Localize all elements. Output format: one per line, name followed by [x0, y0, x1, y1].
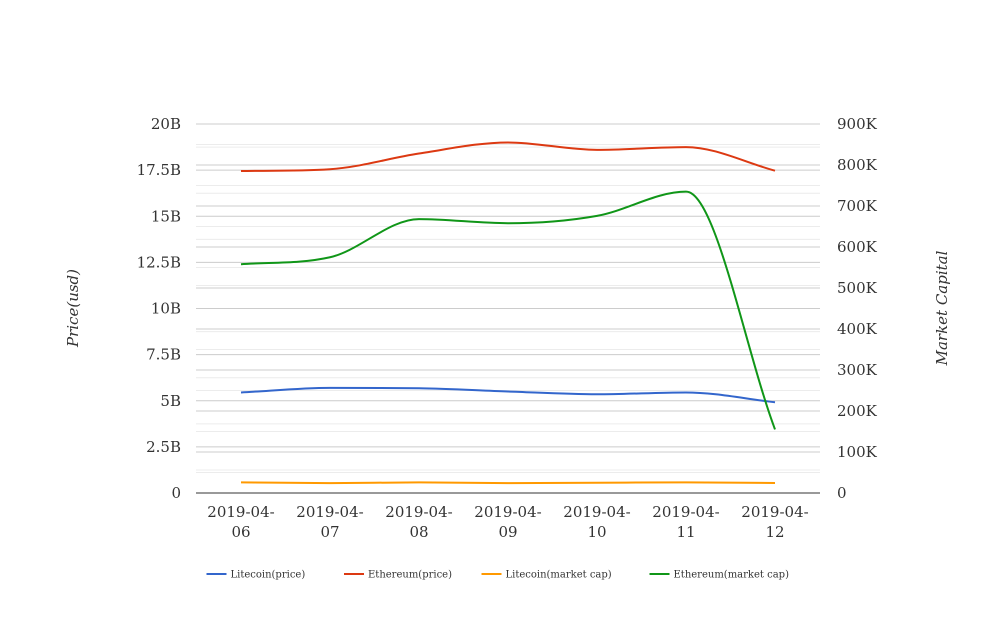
right-tick-label: 800K — [837, 156, 878, 174]
right-tick-label: 500K — [837, 279, 878, 297]
x-tick-label: 2019-04- 10 — [563, 503, 630, 541]
x-tick-label-line: 06 — [231, 523, 250, 541]
axis-layer: 0 2.5B 5B 7.5B 10B 12.5B 15B 17.5B 20B 0 100K 200K 3… — [64, 115, 951, 541]
legend-label: Ethereum(market cap) — [674, 570, 790, 581]
x-tick-label: 2019-04- 11 — [652, 503, 719, 541]
legend-label: Litecoin(market cap) — [506, 570, 612, 581]
x-tick-label-line: 2019-04- — [652, 503, 719, 521]
x-tick-label-line: 2019-04- — [563, 503, 630, 521]
right-tick-label: 600K — [837, 238, 878, 256]
x-tick-label: 2019-04- 12 — [741, 503, 808, 541]
x-tick-label-line: 2019-04- — [741, 503, 808, 521]
right-tick-label: 0 — [837, 484, 847, 502]
left-tick-label: 10B — [151, 300, 181, 318]
left-tick-label: 20B — [151, 115, 181, 133]
legend-label: Ethereum(price) — [368, 570, 452, 581]
x-tick-label-line: 08 — [409, 523, 428, 541]
grid-layer — [196, 123, 820, 473]
left-tick-label: 0 — [171, 484, 181, 502]
right-tick-label: 200K — [837, 402, 878, 420]
series-line-litecoin-price — [240, 386, 776, 404]
x-tick-label-line: 2019-04- — [385, 503, 452, 521]
series-line-litecoin-market-cap — [240, 481, 776, 485]
x-tick-label-line: 10 — [587, 523, 606, 541]
series-line-ethereum-market-cap — [240, 190, 776, 430]
right-tick-label: 400K — [837, 320, 878, 338]
legend-label: Litecoin(price) — [231, 570, 306, 581]
right-tick-label: 900K — [837, 115, 878, 133]
legend-item-ethereum-price[interactable]: Ethereum(price) — [344, 570, 452, 581]
right-tick-label: 300K — [837, 361, 878, 379]
x-tick-label-line: 2019-04- — [207, 503, 274, 521]
left-tick-label: 17.5B — [137, 161, 181, 179]
left-tick-label: 15B — [151, 207, 181, 225]
left-tick-label: 2.5B — [146, 438, 181, 456]
legend-item-litecoin-price[interactable]: Litecoin(price) — [206, 570, 306, 581]
x-tick-label-line: 07 — [320, 523, 339, 541]
x-tick-label: 2019-04- 08 — [385, 503, 452, 541]
x-tick-label: 2019-04- 07 — [296, 503, 363, 541]
legend-item-litecoin-market-cap[interactable]: Litecoin(market cap) — [481, 570, 612, 581]
left-tick-label: 12.5B — [137, 253, 181, 271]
x-tick-label: 2019-04- 09 — [474, 503, 541, 541]
right-axis-title: Market Capital — [933, 250, 951, 366]
x-tick-label-line: 2019-04- — [296, 503, 363, 521]
left-tick-label: 5B — [160, 392, 181, 410]
x-tick-label-line: 11 — [676, 523, 695, 541]
series-layer — [240, 141, 776, 485]
right-tick-label: 100K — [837, 443, 878, 461]
x-tick-label: 2019-04- 06 — [207, 503, 274, 541]
left-axis-title: Price(usd) — [64, 269, 82, 348]
legend: Litecoin(price) Ethereum(price) Litecoin(m… — [206, 570, 790, 581]
left-tick-label: 7.5B — [146, 346, 181, 364]
x-tick-label-line: 09 — [498, 523, 517, 541]
right-tick-label: 700K — [837, 197, 878, 215]
legend-item-ethereum-market-cap[interactable]: Ethereum(market cap) — [649, 570, 790, 581]
x-tick-label-line: 12 — [765, 523, 784, 541]
x-tick-label-line: 2019-04- — [474, 503, 541, 521]
series-line-ethereum-price — [240, 141, 776, 173]
